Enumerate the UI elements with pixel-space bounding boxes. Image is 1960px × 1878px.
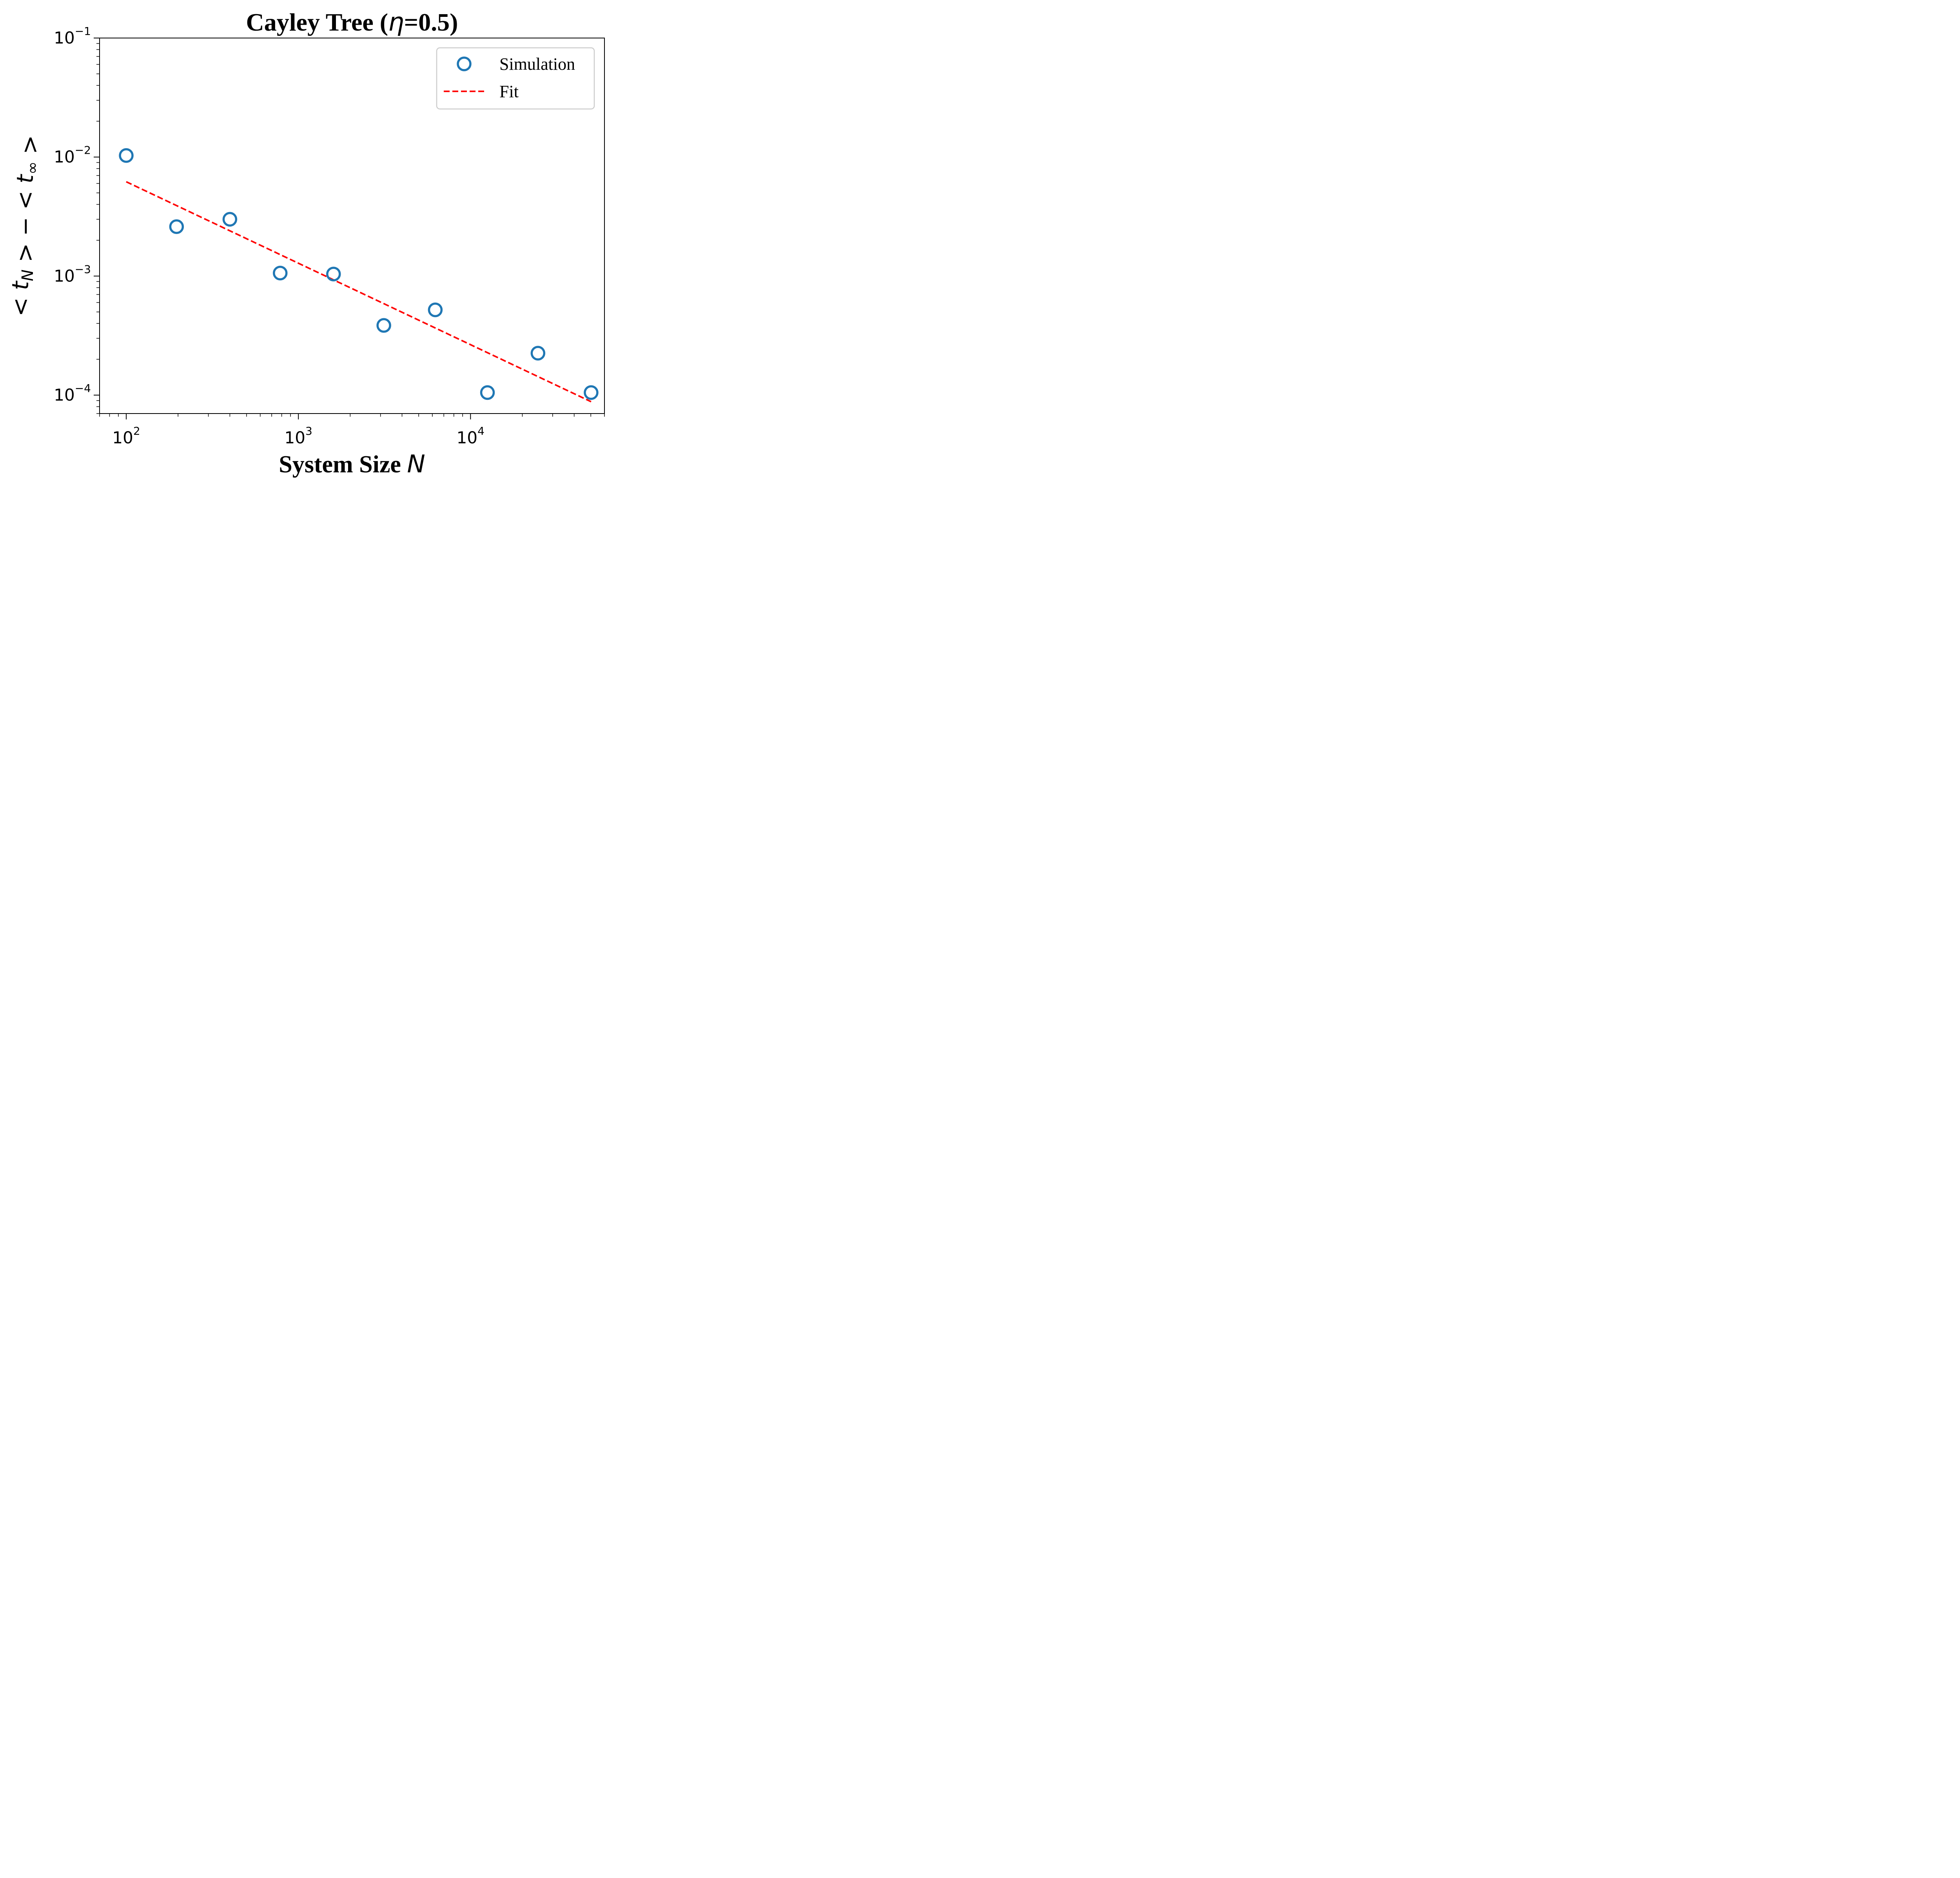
data-point [584, 385, 599, 400]
data-point [530, 346, 546, 361]
y-tick-label: 10−2 [54, 144, 91, 167]
chart-title: Cayley Tree (η=0.5) [246, 8, 458, 37]
y-tick-label: 10−4 [54, 382, 91, 405]
data-point [480, 385, 495, 400]
fit-series [126, 181, 592, 403]
chart-title-suffix: =0.5) [404, 8, 458, 36]
chart-title-prefix: Cayley Tree ( [246, 8, 388, 36]
data-point [222, 212, 238, 227]
plot-frame [99, 38, 605, 414]
data-point [376, 318, 391, 333]
fit-line [126, 181, 592, 403]
y-tick-label: 10−1 [54, 25, 91, 47]
chart: Cayley Tree (η=0.5) 102 103 104 10−410−310… [7, 8, 605, 478]
simulation-series [119, 148, 599, 400]
data-point [272, 265, 288, 281]
y-tick-label: 10−3 [54, 263, 91, 285]
legend-marker-simulation [457, 56, 472, 71]
x-axis-label: System Size N [279, 450, 425, 478]
x-axis-label-symbol: N [407, 450, 425, 478]
y-axis: 10−4 10−3 10−2 10−1 [54, 25, 100, 414]
legend-label-simulation: Simulation [499, 54, 575, 74]
chart-title-symbol: η [388, 8, 404, 37]
legend-box [436, 47, 595, 110]
x-tick-label: 103 [285, 425, 312, 447]
data-point [326, 267, 341, 281]
x-tick-label: 104 [457, 425, 485, 447]
x-axis-label-text: System Size [279, 451, 407, 478]
x-axis: 102 103 104 [99, 414, 605, 447]
data-point [119, 148, 134, 163]
data-point [169, 219, 184, 234]
legend: Simulation Fit [436, 47, 595, 110]
y-axis-label: < tN > − < t∞ > [7, 135, 43, 316]
legend-label-fit: Fit [499, 82, 519, 101]
data-point [428, 302, 443, 318]
x-tick-label: 102 [112, 425, 140, 447]
